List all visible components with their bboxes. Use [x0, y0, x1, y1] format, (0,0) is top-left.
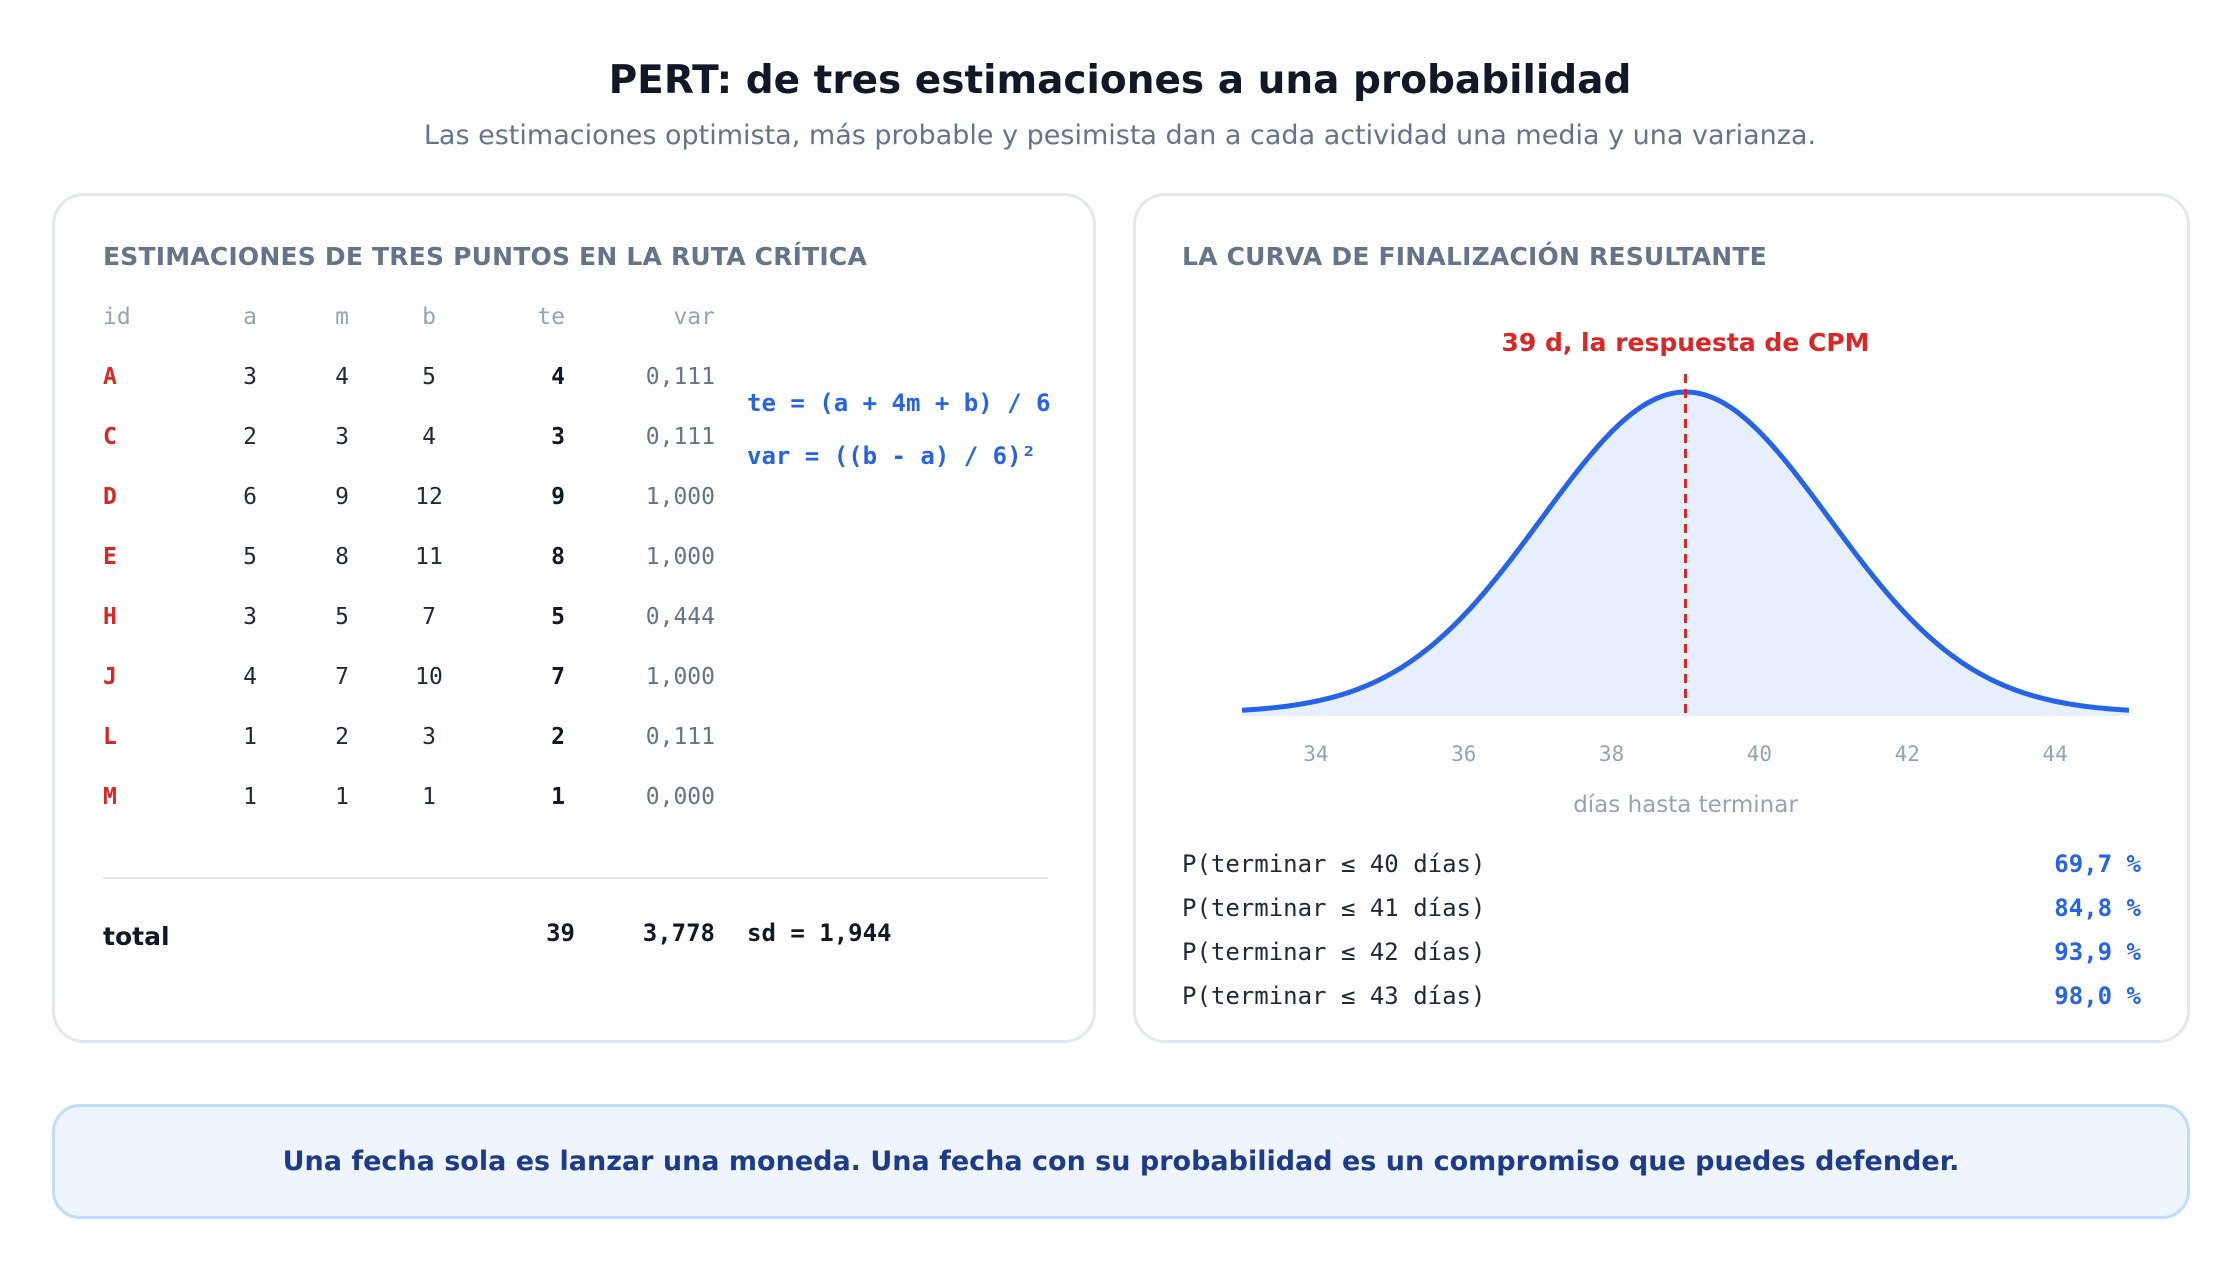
- takeaway-text: Una fecha sola es lanzar una moneda. Una…: [282, 1146, 1960, 1177]
- column-header-id: id: [103, 304, 131, 330]
- total-label: total: [103, 922, 170, 951]
- table-cell-m: 7: [335, 664, 349, 690]
- page-subtitle: Las estimaciones optimista, más probable…: [423, 120, 1817, 151]
- probability-value: 84,8 %: [2054, 894, 2141, 922]
- probability-label: P(terminar ≤ 42 días): [1182, 938, 1486, 966]
- table-cell-m: 3: [335, 424, 349, 450]
- table-cell-id: J: [103, 664, 117, 690]
- probability-value: 93,9 %: [2054, 938, 2141, 966]
- table-cell-id: M: [103, 784, 117, 810]
- table-cell-b: 7: [422, 604, 436, 630]
- table-cell-var: 0,111: [645, 364, 715, 390]
- table-cell-a: 1: [243, 784, 257, 810]
- formula-var: var = ((b - a) / 6)²: [747, 442, 1036, 470]
- table-cell-m: 8: [335, 544, 349, 570]
- table-cell-m: 5: [335, 604, 349, 630]
- estimates-heading: ESTIMACIONES DE TRES PUNTOS EN LA RUTA C…: [103, 242, 868, 271]
- total-te: 39: [546, 919, 575, 947]
- table-cell-te: 7: [551, 664, 565, 690]
- page-title: PERT: de tres estimaciones a una probabi…: [608, 58, 1632, 103]
- column-header-te: te: [537, 304, 565, 330]
- probability-label: P(terminar ≤ 40 días): [1182, 850, 1486, 878]
- probability-value: 69,7 %: [2054, 850, 2141, 878]
- total-sd: sd = 1,944: [747, 919, 892, 947]
- curve-heading: LA CURVA DE FINALIZACIÓN RESULTANTE: [1182, 242, 1767, 271]
- table-cell-var: 0,444: [645, 604, 715, 630]
- table-cell-b: 11: [415, 544, 443, 570]
- table-cell-te: 8: [551, 544, 565, 570]
- x-tick-label: 34: [1303, 742, 1328, 766]
- table-cell-b: 3: [422, 724, 436, 750]
- x-axis-label: días hasta terminar: [1573, 792, 1798, 818]
- column-header-m: m: [335, 304, 349, 330]
- column-header-a: a: [243, 304, 257, 330]
- table-cell-te: 3: [551, 424, 565, 450]
- table-cell-id: C: [103, 424, 117, 450]
- completion-curve-card: LA CURVA DE FINALIZACIÓN RESULTANTE 39 d…: [1133, 193, 2190, 1043]
- table-cell-te: 4: [551, 364, 565, 390]
- table-cell-te: 5: [551, 604, 565, 630]
- table-cell-a: 6: [243, 484, 257, 510]
- x-tick-label: 38: [1599, 742, 1624, 766]
- table-cell-te: 1: [551, 784, 565, 810]
- total-var: 3,778: [642, 919, 715, 947]
- completion-curve-chart: 39 d, la respuesta de CPM 34 36 38 40 42 44 día…: [1241, 328, 2130, 818]
- probability-label: P(terminar ≤ 43 días): [1182, 982, 1486, 1010]
- table-cell-b: 12: [415, 484, 443, 510]
- table-cell-a: 3: [243, 604, 257, 630]
- table-cell-id: D: [103, 484, 117, 510]
- table-divider: [103, 877, 1048, 879]
- probability-label: P(terminar ≤ 41 días): [1182, 894, 1486, 922]
- formula-te: te = (a + 4m + b) / 6: [747, 389, 1051, 417]
- table-cell-a: 5: [243, 544, 257, 570]
- table-cell-m: 2: [335, 724, 349, 750]
- x-tick-label: 40: [1747, 742, 1772, 766]
- takeaway-callout: Una fecha sola es lanzar una moneda. Una…: [52, 1104, 2190, 1219]
- table-cell-te: 9: [551, 484, 565, 510]
- table-cell-var: 0,000: [645, 784, 715, 810]
- x-tick-label: 42: [1895, 742, 1920, 766]
- table-cell-b: 5: [422, 364, 436, 390]
- column-header-b: b: [422, 304, 436, 330]
- table-cell-var: 1,000: [645, 664, 715, 690]
- table-cell-a: 4: [243, 664, 257, 690]
- table-cell-a: 2: [243, 424, 257, 450]
- table-cell-m: 1: [335, 784, 349, 810]
- table-cell-var: 0,111: [645, 724, 715, 750]
- table-cell-id: E: [103, 544, 117, 570]
- column-header-var: var: [673, 304, 715, 330]
- x-tick-label: 44: [2042, 742, 2067, 766]
- table-cell-b: 4: [422, 424, 436, 450]
- mean-marker-label: 39 d, la respuesta de CPM: [1501, 328, 1869, 357]
- table-cell-te: 2: [551, 724, 565, 750]
- estimates-card: ESTIMACIONES DE TRES PUNTOS EN LA RUTA C…: [52, 193, 1096, 1043]
- table-cell-var: 0,111: [645, 424, 715, 450]
- table-cell-var: 1,000: [645, 484, 715, 510]
- table-cell-id: A: [103, 364, 117, 390]
- table-cell-m: 4: [335, 364, 349, 390]
- table-cell-b: 1: [422, 784, 436, 810]
- table-cell-id: L: [103, 724, 117, 750]
- x-tick-label: 36: [1451, 742, 1476, 766]
- table-cell-a: 3: [243, 364, 257, 390]
- table-cell-m: 9: [335, 484, 349, 510]
- table-cell-var: 1,000: [645, 544, 715, 570]
- table-cell-b: 10: [415, 664, 443, 690]
- table-cell-a: 1: [243, 724, 257, 750]
- probability-value: 98,0 %: [2054, 982, 2141, 1010]
- table-cell-id: H: [103, 604, 117, 630]
